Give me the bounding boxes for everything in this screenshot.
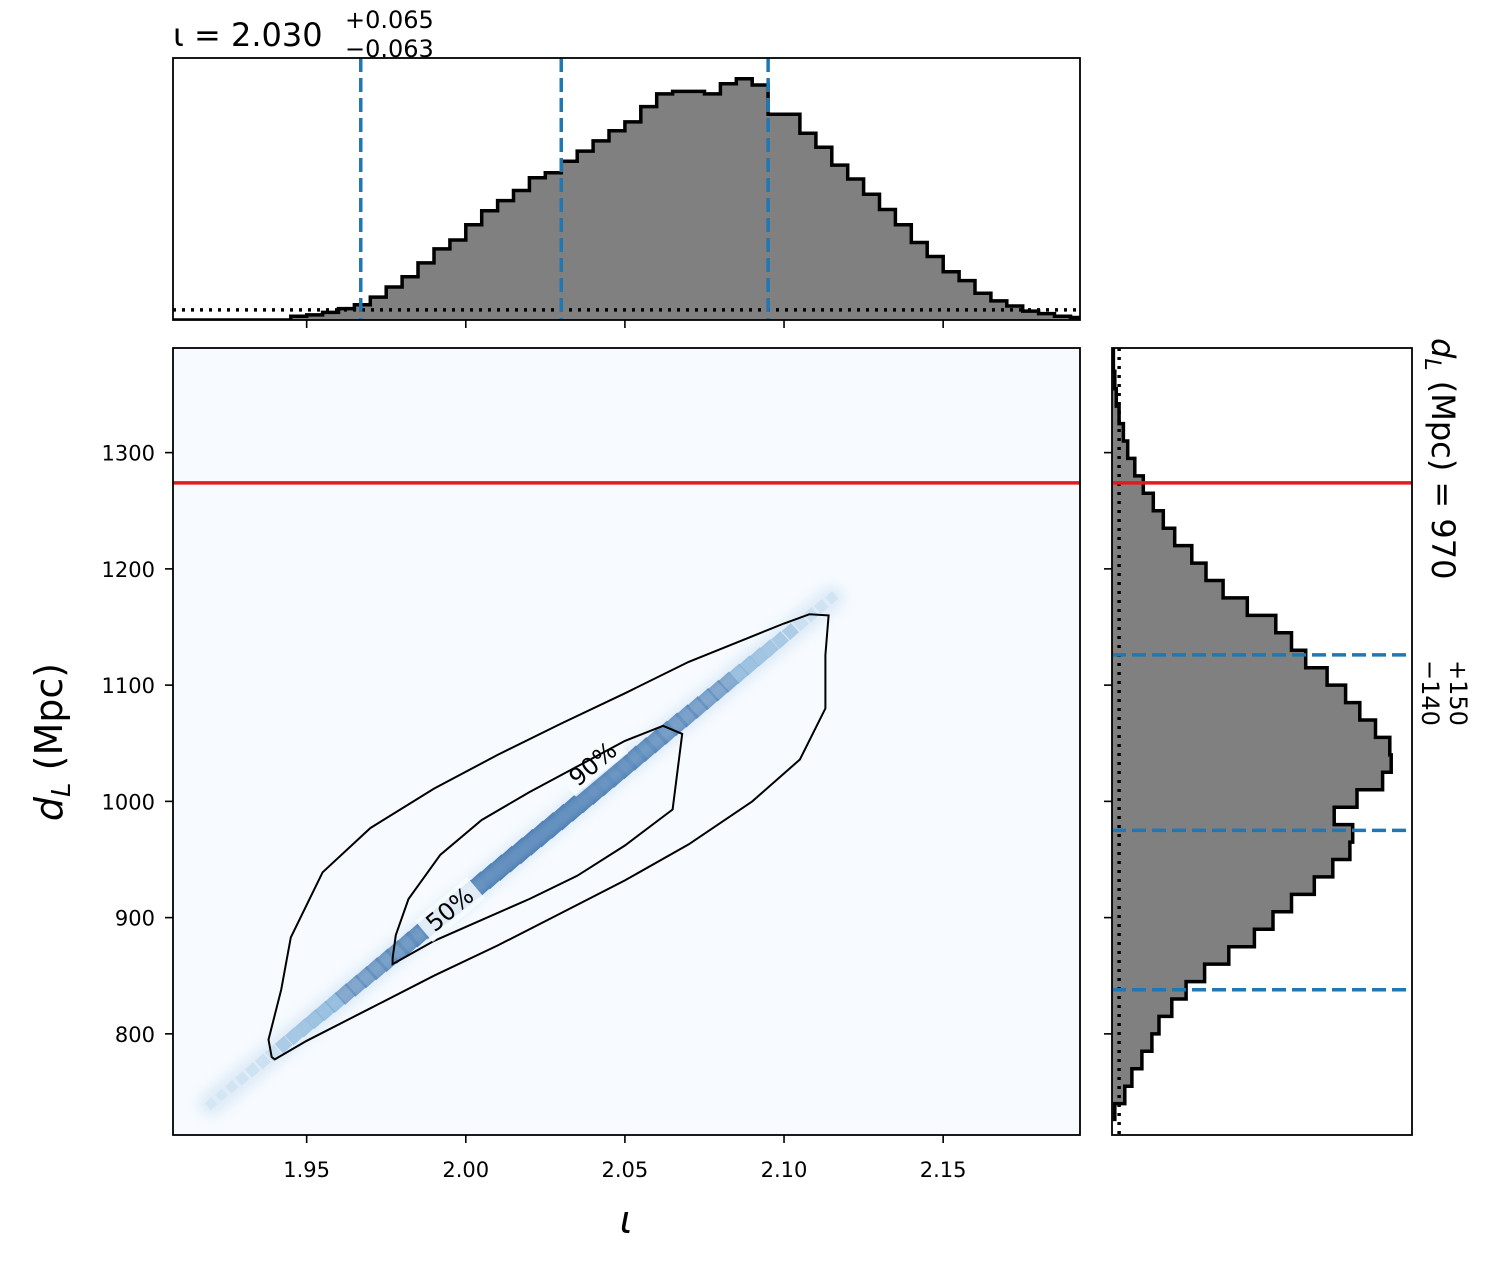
right-title-sub: L [1419,358,1444,370]
joint-y-ticks: 800 900 1000 1100 1200 1300 [102,442,173,1047]
contour-1 [391,724,684,966]
right-title-median: 970 [1424,518,1462,579]
svg-text:dL (Mpc) = 970: dL (Mpc) = 970 [1419,338,1462,579]
top-title-median: 2.030 [231,16,323,54]
contour-0 [267,613,830,1061]
y-tick-label-3: 1100 [102,674,155,698]
x-tick-label-4: 2.15 [920,1158,967,1182]
y-tick-label-1: 900 [115,907,155,931]
right-y-ticks [1104,451,1112,1035]
y-tick-label-0: 800 [115,1023,155,1047]
x-tick-label-2: 2.05 [602,1158,649,1182]
right-title-symbol: d [1424,338,1462,359]
top-histogram-outline [173,76,1080,320]
top-marginal-title: ι = 2.030 +0.065 −0.063 [173,6,434,63]
x-tick-label-3: 2.10 [761,1158,808,1182]
joint-density-halo [198,584,845,1117]
top-x-ticks [305,320,944,328]
top-marginal-panel: ι = 2.030 +0.065 −0.063 [172,6,1081,328]
y-axis-label: dL (Mpc) [27,663,77,821]
contour-label-bg-1 [414,876,485,943]
joint-frame [172,347,1081,1136]
top-quantile-lines [359,58,770,320]
x-tick-label-1: 2.00 [442,1158,489,1182]
top-title-upper: +0.065 [345,6,434,34]
top-histogram-fill [173,78,1080,320]
y-axis-label-sub: L [47,782,77,797]
joint-x-ticks: 1.95 2.00 2.05 2.10 2.15 [283,1135,967,1182]
right-histogram-fill [1112,348,1392,1122]
right-marginal-title: dL (Mpc) = 970 +150 −140 [1416,338,1472,726]
top-title-symbol: ι [173,16,184,54]
y-axis-label-symbol: d [27,796,71,821]
right-quantile-lines [1112,653,1412,992]
y-tick-label-2: 1000 [102,790,155,814]
top-title-equals: = [184,16,231,54]
right-marginal-frame [1111,347,1413,1136]
right-marginal-panel: dL (Mpc) = 970 +150 −140 [1104,338,1472,1136]
top-marginal-frame [172,57,1081,321]
right-histogram [1112,348,1393,1135]
y-tick-label-4: 1200 [102,558,155,582]
right-title-unit: (Mpc) = [1424,371,1462,519]
right-histogram-outline [1112,348,1393,1122]
y-axis-label-unit: (Mpc) [27,663,71,783]
joint-panel: 90%50% 1.95 2.00 2.05 2.10 2.15 800 900 1000 11… [27,347,1081,1242]
top-histogram [173,76,1080,320]
right-title-lower: −140 [1416,660,1444,726]
joint-contours: 90%50% [267,613,830,1061]
x-axis-label: ι [620,1198,633,1242]
y-tick-label-5: 1300 [102,442,155,466]
top-title-lower: −0.063 [345,35,434,63]
right-title-upper: +150 [1444,660,1472,726]
x-tick-label-0: 1.95 [283,1158,330,1182]
svg-text:ι = 2.030: ι = 2.030 [173,16,323,54]
